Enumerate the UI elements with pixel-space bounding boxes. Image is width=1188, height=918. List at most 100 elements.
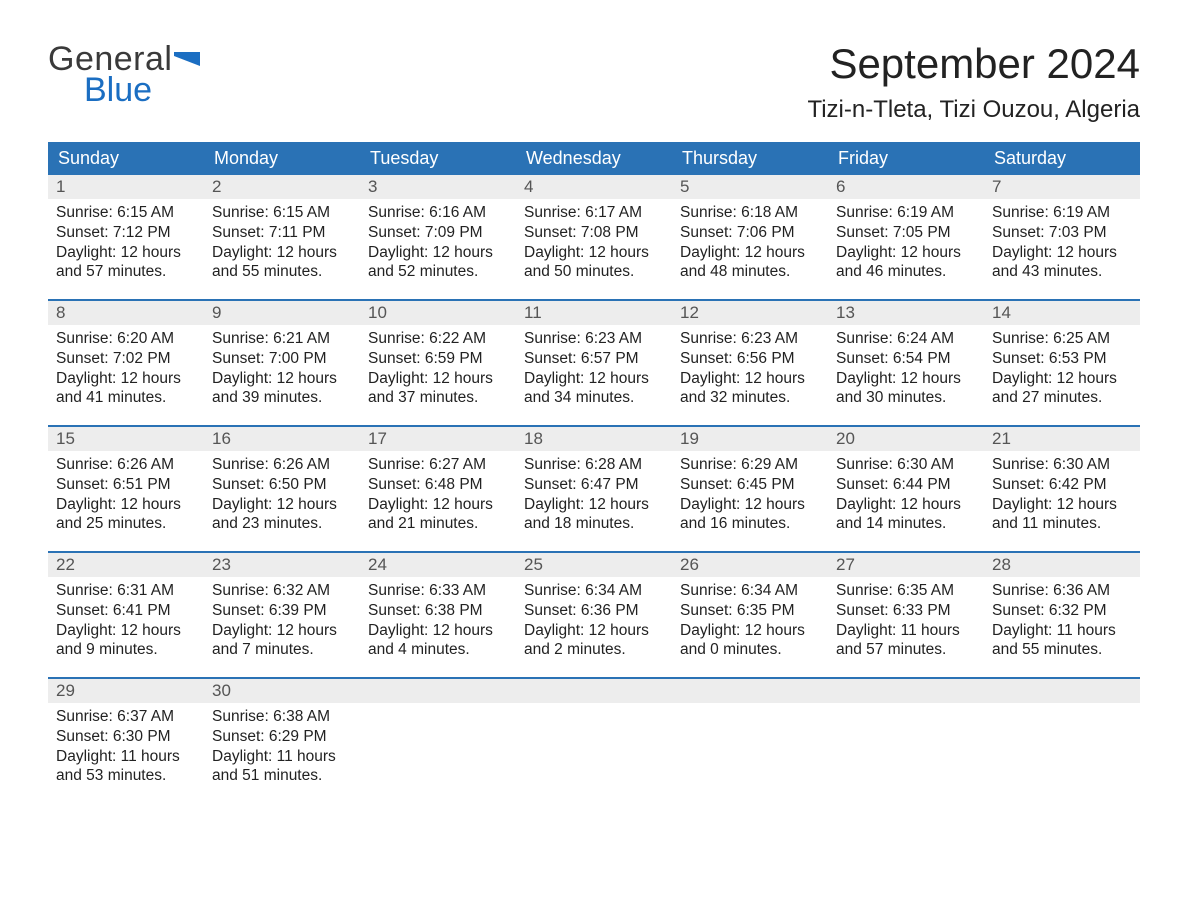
sunset-line: Sunset: 7:02 PM [56,349,196,369]
sunset-line: Sunset: 6:57 PM [524,349,664,369]
calendar-day: 8Sunrise: 6:20 AMSunset: 7:02 PMDaylight… [48,301,204,419]
daylight-line1: Daylight: 12 hours [212,243,352,263]
sunrise-line: Sunrise: 6:17 AM [524,203,664,223]
day-number [828,679,984,703]
sunset-line: Sunset: 6:29 PM [212,727,352,747]
daylight-line1: Daylight: 12 hours [524,495,664,515]
sunrise-line: Sunrise: 6:23 AM [680,329,820,349]
weekday-header: Saturday [984,142,1140,175]
day-number: 23 [204,553,360,577]
daylight-line2: and 41 minutes. [56,388,196,408]
day-details: Sunrise: 6:25 AMSunset: 6:53 PMDaylight:… [984,325,1140,418]
sunset-line: Sunset: 6:50 PM [212,475,352,495]
calendar-day: 19Sunrise: 6:29 AMSunset: 6:45 PMDayligh… [672,427,828,545]
daylight-line2: and 52 minutes. [368,262,508,282]
sunrise-line: Sunrise: 6:29 AM [680,455,820,475]
day-number: 5 [672,175,828,199]
header-bar: General Blue September 2024 Tizi-n-Tleta… [48,40,1140,124]
daylight-line1: Daylight: 12 hours [212,495,352,515]
sunset-line: Sunset: 6:36 PM [524,601,664,621]
daylight-line2: and 14 minutes. [836,514,976,534]
daylight-line2: and 16 minutes. [680,514,820,534]
day-details: Sunrise: 6:36 AMSunset: 6:32 PMDaylight:… [984,577,1140,670]
sunrise-line: Sunrise: 6:25 AM [992,329,1132,349]
day-details: Sunrise: 6:37 AMSunset: 6:30 PMDaylight:… [48,703,204,796]
daylight-line1: Daylight: 12 hours [836,369,976,389]
calendar-week: 1Sunrise: 6:15 AMSunset: 7:12 PMDaylight… [48,175,1140,293]
day-number: 2 [204,175,360,199]
daylight-line2: and 11 minutes. [992,514,1132,534]
sunset-line: Sunset: 6:48 PM [368,475,508,495]
logo-text-blue: Blue [84,71,200,110]
day-number: 14 [984,301,1140,325]
sunrise-line: Sunrise: 6:34 AM [524,581,664,601]
sunrise-line: Sunrise: 6:26 AM [212,455,352,475]
daylight-line1: Daylight: 12 hours [836,243,976,263]
calendar-week: 29Sunrise: 6:37 AMSunset: 6:30 PMDayligh… [48,677,1140,797]
sunrise-line: Sunrise: 6:37 AM [56,707,196,727]
calendar-day: 24Sunrise: 6:33 AMSunset: 6:38 PMDayligh… [360,553,516,671]
daylight-line1: Daylight: 12 hours [992,243,1132,263]
day-number [984,679,1140,703]
sunrise-line: Sunrise: 6:33 AM [368,581,508,601]
sunrise-line: Sunrise: 6:18 AM [680,203,820,223]
weekday-header: Thursday [672,142,828,175]
sunrise-line: Sunrise: 6:22 AM [368,329,508,349]
sunset-line: Sunset: 6:59 PM [368,349,508,369]
daylight-line2: and 55 minutes. [992,640,1132,660]
day-details: Sunrise: 6:35 AMSunset: 6:33 PMDaylight:… [828,577,984,670]
daylight-line2: and 48 minutes. [680,262,820,282]
day-number: 1 [48,175,204,199]
day-number: 25 [516,553,672,577]
calendar-day: 3Sunrise: 6:16 AMSunset: 7:09 PMDaylight… [360,175,516,293]
sunset-line: Sunset: 6:41 PM [56,601,196,621]
daylight-line2: and 21 minutes. [368,514,508,534]
sunset-line: Sunset: 7:08 PM [524,223,664,243]
day-number: 20 [828,427,984,451]
sunset-line: Sunset: 6:45 PM [680,475,820,495]
sunrise-line: Sunrise: 6:34 AM [680,581,820,601]
day-number: 26 [672,553,828,577]
day-number [360,679,516,703]
day-details: Sunrise: 6:15 AMSunset: 7:12 PMDaylight:… [48,199,204,292]
day-number: 10 [360,301,516,325]
calendar-day: 14Sunrise: 6:25 AMSunset: 6:53 PMDayligh… [984,301,1140,419]
day-number: 27 [828,553,984,577]
calendar-day: 30Sunrise: 6:38 AMSunset: 6:29 PMDayligh… [204,679,360,797]
month-title: September 2024 [807,40,1140,88]
calendar-week: 8Sunrise: 6:20 AMSunset: 7:02 PMDaylight… [48,299,1140,419]
calendar-day: 6Sunrise: 6:19 AMSunset: 7:05 PMDaylight… [828,175,984,293]
sunrise-line: Sunrise: 6:38 AM [212,707,352,727]
calendar-day: 16Sunrise: 6:26 AMSunset: 6:50 PMDayligh… [204,427,360,545]
sunset-line: Sunset: 6:38 PM [368,601,508,621]
daylight-line2: and 25 minutes. [56,514,196,534]
day-number: 17 [360,427,516,451]
calendar-day: 21Sunrise: 6:30 AMSunset: 6:42 PMDayligh… [984,427,1140,545]
day-details: Sunrise: 6:16 AMSunset: 7:09 PMDaylight:… [360,199,516,292]
day-details: Sunrise: 6:26 AMSunset: 6:51 PMDaylight:… [48,451,204,544]
weekday-header: Friday [828,142,984,175]
sunset-line: Sunset: 7:00 PM [212,349,352,369]
day-details: Sunrise: 6:20 AMSunset: 7:02 PMDaylight:… [48,325,204,418]
calendar-week: 22Sunrise: 6:31 AMSunset: 6:41 PMDayligh… [48,551,1140,671]
daylight-line2: and 53 minutes. [56,766,196,786]
calendar-day: 26Sunrise: 6:34 AMSunset: 6:35 PMDayligh… [672,553,828,671]
day-details: Sunrise: 6:24 AMSunset: 6:54 PMDaylight:… [828,325,984,418]
weekday-header: Tuesday [360,142,516,175]
calendar-day: 23Sunrise: 6:32 AMSunset: 6:39 PMDayligh… [204,553,360,671]
sunset-line: Sunset: 6:54 PM [836,349,976,369]
daylight-line1: Daylight: 12 hours [368,243,508,263]
day-number: 11 [516,301,672,325]
daylight-line2: and 2 minutes. [524,640,664,660]
sunrise-line: Sunrise: 6:32 AM [212,581,352,601]
calendar-day: 5Sunrise: 6:18 AMSunset: 7:06 PMDaylight… [672,175,828,293]
sunrise-line: Sunrise: 6:24 AM [836,329,976,349]
sunset-line: Sunset: 6:32 PM [992,601,1132,621]
sunset-line: Sunset: 6:30 PM [56,727,196,747]
calendar-day: 18Sunrise: 6:28 AMSunset: 6:47 PMDayligh… [516,427,672,545]
daylight-line2: and 57 minutes. [836,640,976,660]
daylight-line1: Daylight: 12 hours [56,243,196,263]
calendar: SundayMondayTuesdayWednesdayThursdayFrid… [48,142,1140,797]
calendar-day: 7Sunrise: 6:19 AMSunset: 7:03 PMDaylight… [984,175,1140,293]
daylight-line2: and 9 minutes. [56,640,196,660]
